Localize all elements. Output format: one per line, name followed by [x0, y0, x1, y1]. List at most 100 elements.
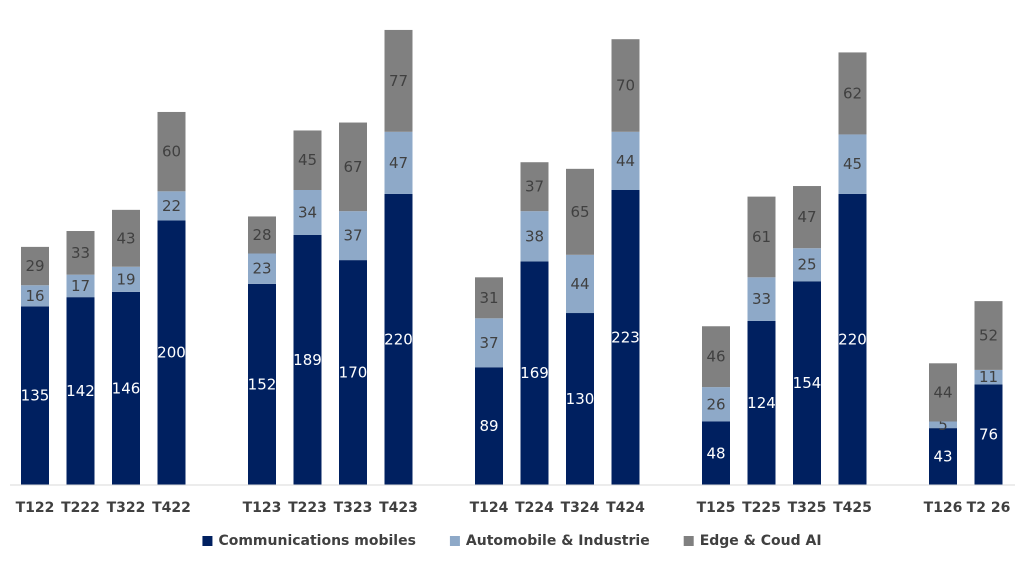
bar-segment	[793, 248, 821, 282]
bar-segment	[520, 162, 549, 212]
legend-label: Communications mobiles	[218, 533, 415, 549]
bar-segment	[611, 190, 640, 485]
data-label: 220	[384, 330, 413, 348]
data-label: 38	[525, 227, 544, 245]
data-label: 25	[797, 256, 816, 274]
x-tick-labels: T122 T222 T322 T422 T123 T223 T323 T423 T124 T224…	[16, 500, 1011, 516]
bar-segment	[475, 367, 503, 485]
data-label: 34	[298, 203, 317, 221]
data-label: 26	[706, 395, 725, 413]
bar-segment	[566, 254, 594, 314]
legend-swatch	[202, 536, 213, 546]
data-label: 28	[252, 226, 271, 244]
data-label: 22	[162, 197, 181, 215]
legend-label: Automobile & Industrie	[466, 533, 650, 549]
x-tick-label: T322	[107, 500, 146, 516]
bar-segment	[929, 428, 957, 485]
data-label: 60	[162, 143, 181, 161]
bar-segment	[838, 134, 867, 194]
data-label: 31	[479, 289, 498, 307]
x-tick-label: T225	[742, 500, 781, 516]
bar-segment	[520, 211, 549, 262]
data-label: 135	[21, 387, 50, 405]
data-label: 124	[747, 394, 776, 412]
data-label: 44	[570, 275, 589, 293]
bar-segment	[21, 306, 49, 485]
data-label: 169	[520, 364, 549, 382]
data-label: 11	[979, 368, 998, 386]
data-label: 44	[933, 383, 952, 401]
data-label: 189	[293, 351, 322, 369]
bar-segment	[838, 193, 867, 485]
data-label: 130	[566, 390, 595, 408]
bar-segment	[293, 130, 322, 191]
data-label: 70	[616, 76, 635, 94]
bar-segment	[566, 313, 594, 485]
data-label: 152	[248, 375, 277, 393]
bar-segment	[929, 421, 957, 429]
bar-segment	[793, 186, 821, 249]
bar-segment	[747, 196, 776, 278]
bar-segment	[747, 320, 776, 485]
bar-segment	[21, 285, 49, 307]
data-label: 220	[838, 330, 867, 348]
data-label: 45	[298, 151, 317, 169]
bar-segment	[747, 277, 776, 321]
bar-segment	[157, 191, 186, 221]
x-tick-label: T223	[288, 500, 327, 516]
data-label: 33	[71, 244, 90, 262]
bar-segment	[384, 131, 413, 194]
data-label: 43	[933, 448, 952, 466]
bar-segment	[21, 246, 49, 286]
bar-segment	[838, 52, 867, 135]
x-tick-label: T126	[924, 500, 963, 516]
bar-segment	[293, 190, 322, 235]
x-tick-label: T324	[561, 500, 600, 516]
bar-segment	[929, 363, 957, 422]
data-label: 62	[843, 84, 862, 102]
x-tick-label: T224	[515, 500, 554, 516]
data-label: 48	[706, 444, 725, 462]
data-label: 76	[979, 426, 998, 444]
x-tick-label: T123	[243, 500, 282, 516]
bar-segment	[339, 122, 367, 212]
bar-segment	[293, 234, 322, 485]
data-label: 52	[979, 327, 998, 345]
bar-segment	[974, 384, 1003, 485]
data-label: 146	[112, 379, 141, 397]
x-tick-label: T323	[334, 500, 373, 516]
x-tick-label: T2 26	[967, 500, 1011, 516]
bar-segment	[248, 253, 276, 284]
data-label: 89	[479, 417, 498, 435]
x-tick-label: T124	[470, 500, 509, 516]
x-tick-label: T424	[606, 500, 645, 516]
data-label: 154	[793, 374, 822, 392]
data-label: 142	[66, 382, 95, 400]
bar-segment	[112, 291, 140, 485]
bar-segment	[66, 297, 95, 485]
data-label: 45	[843, 155, 862, 173]
bar-segment	[66, 274, 95, 298]
bar-segment	[611, 131, 640, 191]
x-tick-label: T425	[833, 500, 872, 516]
data-label: 223	[611, 329, 640, 347]
data-label: 29	[25, 257, 44, 275]
bar-segment	[157, 111, 186, 192]
data-label: 65	[570, 203, 589, 221]
bar-segment	[475, 277, 503, 319]
data-label: 170	[339, 364, 368, 382]
bar-segment	[566, 168, 594, 255]
data-label: 61	[752, 228, 771, 246]
data-label: 47	[797, 208, 816, 226]
bar-segment	[248, 283, 276, 485]
data-label: 47	[389, 154, 408, 172]
x-tick-label: T125	[697, 500, 736, 516]
bar-segment	[339, 260, 367, 485]
data-label: 33	[752, 290, 771, 308]
bar-segment	[66, 231, 95, 275]
x-tick-label: T422	[152, 500, 191, 516]
data-label: 5	[938, 416, 948, 434]
data-label: 37	[525, 178, 544, 196]
x-tick-label: T222	[61, 500, 100, 516]
